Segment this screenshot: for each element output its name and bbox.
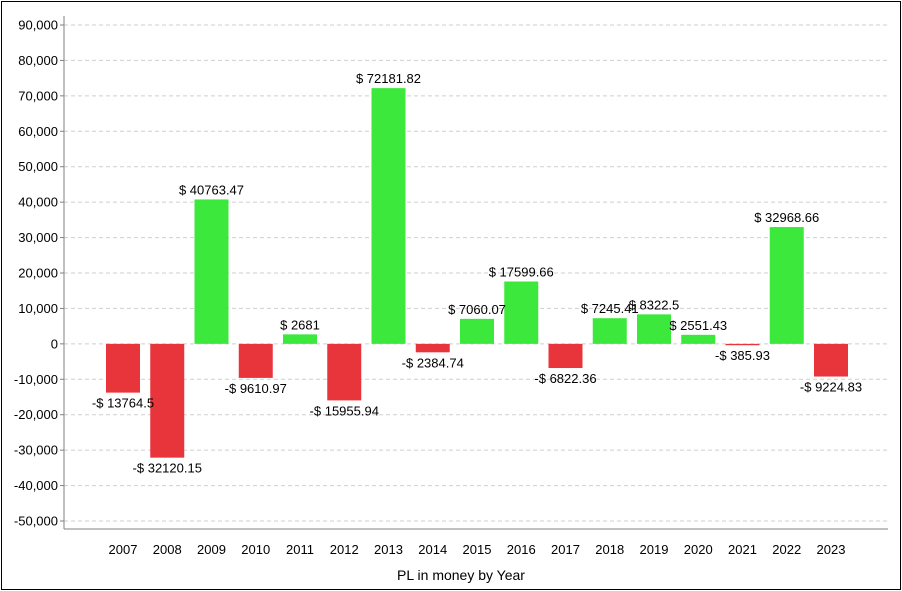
- bar-2008: [150, 343, 185, 458]
- data-label-2014: -$ 2384.74: [402, 355, 464, 370]
- x-tick-label: 2019: [640, 542, 669, 557]
- data-label-2010: -$ 9610.97: [225, 381, 287, 396]
- data-label-2019: $ 8322.5: [629, 297, 680, 312]
- bar-2023: [814, 343, 848, 377]
- y-tick-label: 30,000: [18, 230, 58, 245]
- y-tick-label: 60,000: [18, 124, 58, 139]
- y-tick-label: 20,000: [18, 266, 58, 281]
- data-label-2009: $ 40763.47: [179, 182, 244, 197]
- bar-2016: [504, 281, 539, 344]
- bar-2013: [371, 88, 406, 344]
- x-tick-label: 2021: [728, 542, 757, 557]
- x-tick-label: 2008: [153, 542, 182, 557]
- bar-2015: [460, 318, 494, 344]
- y-tick-label: 90,000: [18, 18, 58, 33]
- y-tick-label: 40,000: [18, 195, 58, 210]
- data-label-2013: $ 72181.82: [356, 71, 421, 86]
- bar-2020: [681, 334, 716, 344]
- bar-2021: [725, 343, 760, 346]
- data-label-2020: $ 2551.43: [669, 318, 727, 333]
- x-tick-label: 2017: [551, 542, 580, 557]
- x-tick-label: 2007: [109, 542, 138, 557]
- data-label-2007: -$ 13764.5: [92, 396, 154, 411]
- y-tick-label: 10,000: [18, 301, 58, 316]
- y-tick-label: 80,000: [18, 53, 58, 68]
- bar-2009: [194, 199, 229, 344]
- bar-2011: [283, 334, 317, 344]
- data-label-2008: -$ 32120.15: [133, 461, 202, 476]
- y-tick-label: 0: [51, 336, 58, 351]
- bars: [106, 88, 848, 458]
- data-label-2021: -$ 385.93: [715, 348, 770, 363]
- data-label-2012: -$ 15955.94: [310, 403, 379, 418]
- bar-2022: [769, 227, 804, 344]
- data-label-2016: $ 17599.66: [489, 265, 554, 280]
- x-tick-label: 2012: [330, 542, 359, 557]
- x-tick-label: 2023: [817, 542, 846, 557]
- x-tick-label: 2015: [463, 542, 492, 557]
- data-label-2015: $ 7060.07: [448, 302, 506, 317]
- bar-2007: [106, 343, 140, 393]
- axes: [63, 16, 888, 530]
- data-label-2018: $ 7245.41: [581, 301, 639, 316]
- y-tick-label: -50,000: [14, 514, 58, 529]
- data-label-2022: $ 32968.66: [754, 210, 819, 225]
- bar-2014: [415, 343, 450, 353]
- x-tick-label: 2013: [374, 542, 403, 557]
- x-tick-labels: 2007 2008 2009 2010 2011 2012 2013 2014 2015 2016…: [109, 542, 846, 557]
- data-label-2023: -$ 9224.83: [800, 380, 862, 395]
- data-labels: -$ 13764.5 -$ 32120.15 $ 40763.47 -$ 9610.9…: [92, 71, 862, 476]
- x-tick-label: 2016: [507, 542, 536, 557]
- bar-2019: [637, 314, 671, 344]
- y-tick-labels: 90,000 80,000 70,000 60,000 50,000 40,000 30,0…: [14, 18, 58, 529]
- x-tick-label: 2009: [197, 542, 226, 557]
- y-tick-label: 70,000: [18, 88, 58, 103]
- bar-2010: [238, 343, 273, 378]
- x-tick-label: 2014: [418, 542, 447, 557]
- y-tick-label: 50,000: [18, 159, 58, 174]
- y-tick-label: -10,000: [14, 372, 58, 387]
- x-tick-label: 2020: [684, 542, 713, 557]
- x-tick-label: 2010: [241, 542, 270, 557]
- y-tick-label: -20,000: [14, 407, 58, 422]
- bar-2017: [548, 343, 583, 369]
- x-tick-label: 2018: [595, 542, 624, 557]
- x-tick-label: 2011: [286, 542, 314, 557]
- x-tick-label: 2022: [772, 542, 801, 557]
- bar-2012: [327, 343, 362, 401]
- data-label-2017: -$ 6822.36: [534, 371, 596, 386]
- y-tick-label: -30,000: [14, 443, 58, 458]
- y-tick-label: -40,000: [14, 478, 58, 493]
- bar-2018: [592, 318, 627, 344]
- x-axis-title: PL in money by Year: [397, 567, 525, 583]
- data-label-2011: $ 2681: [280, 317, 320, 332]
